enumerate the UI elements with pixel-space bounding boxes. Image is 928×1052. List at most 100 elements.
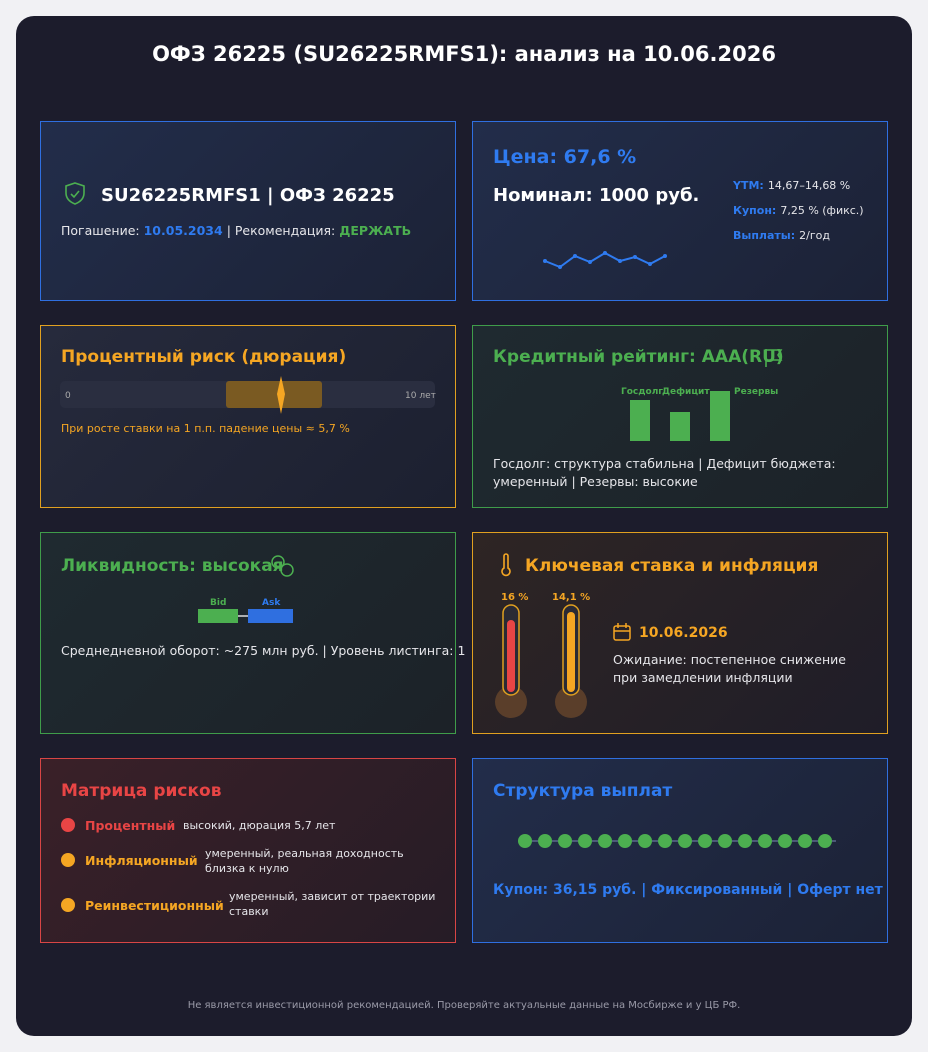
payments-title: Структура выплат — [493, 781, 673, 801]
liquidity-note: Среднедневной оборот: ~275 млн руб. | Ур… — [61, 643, 466, 658]
ytm: 14,67–14,68 % — [767, 179, 851, 192]
sparkline — [544, 251, 666, 269]
liquidity-title: Ликвидность: высокая — [61, 556, 284, 576]
thermometer-icon — [501, 553, 511, 577]
duration-title: Процентный риск (дюрация) — [61, 347, 347, 367]
risk-dot — [61, 853, 75, 867]
key-rate: 16 % — [501, 592, 529, 603]
maturity: 10.05.2034 — [143, 223, 223, 238]
thermo-fill — [507, 620, 515, 692]
bar-label: Резервы — [734, 387, 779, 397]
payments-summary: Купон: 36,15 руб. | Фиксированный | Офер… — [493, 882, 883, 898]
shape — [678, 834, 692, 848]
payments: 2/год — [799, 229, 830, 242]
label: Купон: — [733, 204, 777, 217]
shape — [598, 834, 612, 848]
shape — [633, 255, 637, 259]
nominal: Номинал: 1000 руб. — [493, 185, 700, 206]
duration-note: При росте ставки на 1 п.п. падение цены … — [61, 422, 350, 435]
risks-card — [40, 758, 456, 943]
payments-row: Выплаты: 2/год — [733, 229, 830, 242]
ask-bar — [248, 609, 293, 623]
risk-dot — [61, 818, 75, 832]
shape — [818, 834, 832, 848]
risk-text: умеренный, реальная доходность близка к … — [205, 847, 404, 875]
bond-card — [40, 121, 456, 301]
shape — [698, 834, 712, 848]
risk-name: Процентный — [85, 818, 176, 833]
recommendation: ДЕРЖАТЬ — [339, 223, 412, 238]
coin-icon — [271, 555, 285, 569]
thermo-bulb — [555, 686, 587, 718]
inflation: 14,1 % — [552, 592, 591, 603]
flag-icon — [765, 349, 783, 367]
bid-label: Bid — [210, 598, 227, 608]
shape — [648, 262, 652, 266]
shield-icon — [65, 182, 85, 205]
thermo-fill — [567, 612, 575, 692]
shape — [518, 834, 532, 848]
bid-bar — [198, 609, 238, 623]
rates-note: Ожидание: постепенное снижение при замед… — [613, 652, 846, 685]
shape — [618, 259, 622, 263]
rates-card — [472, 532, 888, 734]
shape — [578, 834, 592, 848]
shape — [758, 834, 772, 848]
risk-dot — [61, 898, 75, 912]
calendar-icon-lines — [614, 623, 630, 632]
rates-title: Ключевая ставка и инфляция — [525, 556, 819, 576]
risk-text: умеренный, зависит от траектории ставки — [229, 890, 436, 918]
scale-min: 0 — [65, 391, 71, 401]
label: Погашение: — [61, 223, 140, 238]
rating-bar — [670, 412, 690, 441]
page-title: ОФЗ 26225 (SU26225RMFS1): анализ на 10.0… — [152, 42, 776, 66]
check-icon — [70, 190, 80, 199]
duration-range — [226, 381, 322, 408]
label: | Рекомендация: — [226, 223, 336, 238]
bar-label: Дефицит — [662, 387, 710, 397]
shape — [558, 834, 572, 848]
risk-name: Инфляционный — [85, 853, 198, 868]
shape — [558, 265, 562, 269]
calendar-icon — [613, 625, 631, 641]
shape — [543, 259, 547, 263]
price: Цена: 67,6 % — [493, 146, 637, 168]
shape — [638, 834, 652, 848]
shape — [588, 260, 592, 264]
price-card — [472, 121, 888, 301]
risks-title: Матрица рисков — [61, 781, 222, 801]
ask-label: Ask — [262, 598, 281, 608]
label: Выплаты: — [733, 229, 796, 242]
footer: Не является инвестиционной рекомендацией… — [187, 1000, 741, 1011]
scale-max: 10 лет — [405, 391, 436, 401]
rating-title: Кредитный рейтинг: AAA(RU) — [493, 347, 784, 367]
shape — [658, 834, 672, 848]
bar-label: Госдолг — [621, 387, 663, 397]
thermo-bulb — [495, 686, 527, 718]
liquidity-card — [40, 532, 456, 734]
rating-note: Госдолг: структура стабильна | Дефицит б… — [493, 456, 836, 489]
bond-info: Погашение: 10.05.2034 | Рекомендация: ДЕРЖА… — [61, 223, 411, 238]
duration-card — [40, 325, 456, 508]
shape — [738, 834, 752, 848]
rating-bar — [630, 400, 650, 441]
bond-title: SU26225RMFS1 | ОФЗ 26225 — [101, 185, 395, 206]
payments-card — [472, 758, 888, 943]
coin-icon — [280, 563, 294, 577]
risk-text: высокий, дюрация 5,7 лет — [183, 819, 336, 832]
shape — [718, 834, 732, 848]
duration-marker — [277, 376, 285, 414]
ytm-row: YTM: 14,67–14,68 % — [733, 179, 850, 192]
shape — [618, 834, 632, 848]
risk-name: Реинвестиционный — [85, 898, 224, 913]
payment-dots — [518, 834, 832, 848]
shape — [603, 251, 607, 255]
shape — [663, 254, 667, 258]
shape — [538, 834, 552, 848]
shape — [573, 254, 577, 258]
rating-bar — [710, 391, 730, 441]
rates-date: 10.06.2026 — [639, 625, 728, 641]
